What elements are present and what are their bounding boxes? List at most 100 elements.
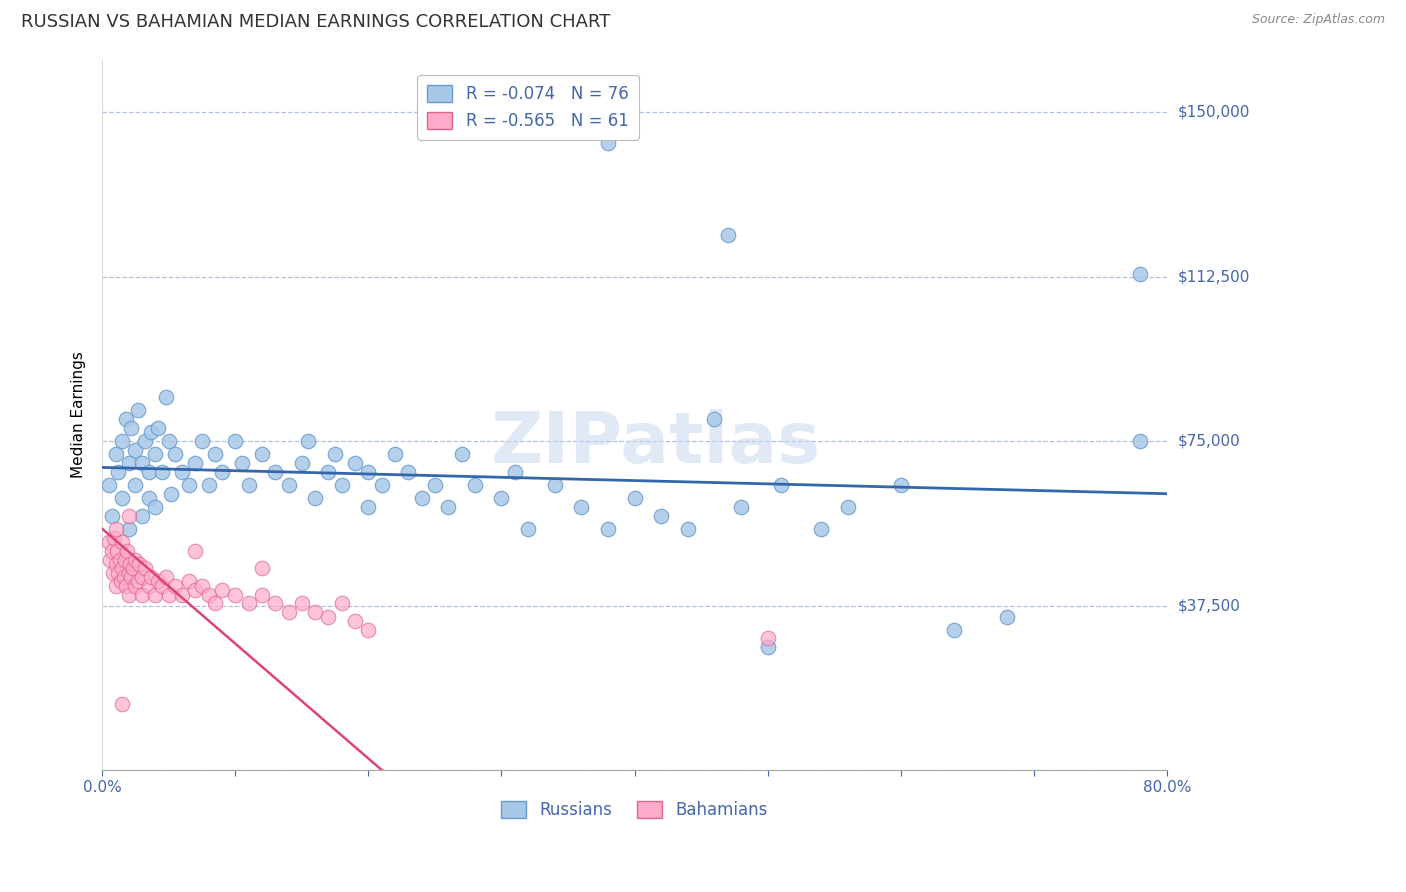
Point	[146, 574, 169, 589]
Point	[121, 421, 143, 435]
Point	[170, 588, 193, 602]
Point	[110, 574, 132, 589]
Point	[491, 491, 513, 505]
Point	[204, 596, 226, 610]
Point	[623, 491, 645, 505]
Point	[111, 561, 134, 575]
Point	[118, 456, 141, 470]
Point	[184, 543, 207, 558]
Point	[157, 434, 180, 449]
Point	[211, 465, 233, 479]
Point	[756, 640, 779, 655]
Text: $75,000: $75,000	[1178, 434, 1240, 449]
Point	[138, 579, 160, 593]
Point	[191, 579, 214, 593]
Point	[131, 588, 153, 602]
Point	[121, 570, 143, 584]
Point	[450, 447, 472, 461]
Point	[250, 588, 273, 602]
Point	[97, 478, 120, 492]
Point	[111, 434, 134, 449]
Point	[231, 456, 253, 470]
Point	[297, 434, 319, 449]
Point	[250, 561, 273, 575]
Point	[191, 434, 214, 449]
Point	[238, 478, 260, 492]
Point	[120, 557, 142, 571]
Point	[756, 632, 779, 646]
Point	[277, 605, 299, 619]
Point	[165, 579, 187, 593]
Point	[177, 574, 200, 589]
Point	[117, 543, 139, 558]
Point	[357, 465, 380, 479]
Point	[184, 456, 207, 470]
Point	[118, 566, 141, 580]
Point	[676, 522, 699, 536]
Point	[98, 552, 121, 566]
Point	[170, 465, 193, 479]
Point	[118, 588, 141, 602]
Point	[437, 500, 460, 514]
Point	[115, 412, 138, 426]
Point	[423, 478, 446, 492]
Point	[124, 552, 146, 566]
Point	[127, 574, 149, 589]
Point	[104, 522, 127, 536]
Point	[165, 447, 187, 461]
Point	[121, 561, 143, 575]
Point	[111, 697, 134, 711]
Point	[384, 447, 406, 461]
Point	[112, 570, 135, 584]
Point	[108, 552, 131, 566]
Point	[160, 487, 183, 501]
Point	[100, 543, 122, 558]
Point	[250, 447, 273, 461]
Point	[503, 465, 526, 479]
Point	[264, 596, 287, 610]
Point	[141, 425, 163, 440]
Text: $112,500: $112,500	[1178, 269, 1250, 285]
Point	[150, 465, 173, 479]
Point	[197, 588, 219, 602]
Point	[1129, 268, 1152, 282]
Point	[104, 579, 127, 593]
Point	[145, 588, 167, 602]
Point	[131, 570, 153, 584]
Text: $150,000: $150,000	[1178, 104, 1250, 120]
Point	[204, 447, 226, 461]
Point	[118, 522, 141, 536]
Point	[111, 491, 134, 505]
Point	[184, 583, 207, 598]
Point	[146, 421, 169, 435]
Y-axis label: Median Earnings: Median Earnings	[72, 351, 86, 478]
Point	[100, 508, 122, 523]
Point	[330, 478, 353, 492]
Point	[730, 500, 752, 514]
Point	[145, 447, 167, 461]
Point	[115, 579, 138, 593]
Point	[717, 227, 740, 242]
Point	[197, 478, 219, 492]
Point	[517, 522, 540, 536]
Point	[134, 434, 156, 449]
Point	[464, 478, 486, 492]
Point	[943, 623, 966, 637]
Point	[138, 491, 160, 505]
Point	[544, 478, 567, 492]
Point	[128, 557, 150, 571]
Point	[323, 447, 346, 461]
Point	[769, 478, 792, 492]
Point	[155, 390, 177, 404]
Point	[111, 535, 134, 549]
Point	[211, 583, 233, 598]
Point	[291, 456, 314, 470]
Point	[157, 588, 180, 602]
Legend: Russians, Bahamians: Russians, Bahamians	[495, 794, 775, 826]
Point	[131, 456, 153, 470]
Text: ZIPatlas: ZIPatlas	[491, 409, 821, 478]
Point	[357, 500, 380, 514]
Point	[837, 500, 859, 514]
Point	[103, 531, 125, 545]
Point	[569, 500, 592, 514]
